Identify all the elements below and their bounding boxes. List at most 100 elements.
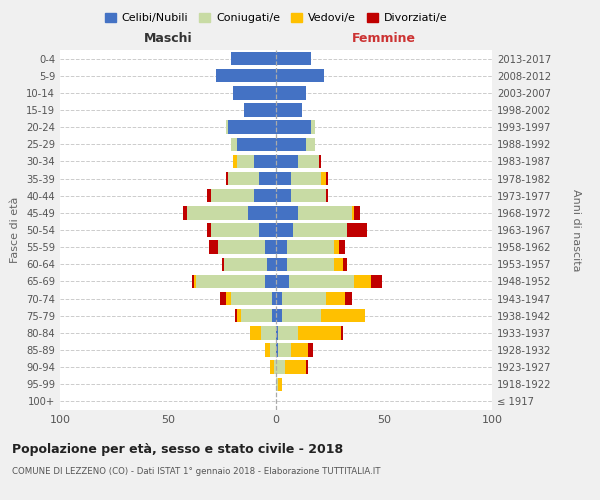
Bar [278, 378, 283, 391]
Bar [259, 172, 276, 186]
Bar [319, 154, 322, 168]
Bar [209, 240, 218, 254]
Bar [276, 240, 287, 254]
Bar [265, 240, 276, 254]
Bar [287, 240, 334, 254]
Bar [326, 189, 328, 202]
Bar [229, 172, 259, 186]
Bar [226, 120, 229, 134]
Bar [237, 154, 254, 168]
Bar [272, 309, 276, 322]
Bar [334, 240, 338, 254]
Bar [341, 326, 343, 340]
Bar [276, 154, 298, 168]
Bar [311, 120, 315, 134]
Bar [283, 292, 326, 306]
Bar [259, 224, 276, 236]
Bar [291, 344, 308, 356]
Bar [237, 309, 241, 322]
Text: Femmine: Femmine [352, 32, 416, 45]
Bar [276, 69, 323, 82]
Text: Popolazione per età, sesso e stato civile - 2018: Popolazione per età, sesso e stato civil… [12, 442, 343, 456]
Bar [298, 326, 341, 340]
Bar [284, 360, 306, 374]
Bar [371, 274, 382, 288]
Bar [218, 240, 265, 254]
Bar [254, 154, 276, 168]
Bar [276, 120, 311, 134]
Bar [276, 309, 283, 322]
Bar [276, 344, 278, 356]
Bar [287, 258, 334, 271]
Bar [235, 309, 237, 322]
Bar [187, 206, 248, 220]
Bar [276, 172, 291, 186]
Bar [308, 344, 313, 356]
Bar [352, 206, 354, 220]
Text: COMUNE DI LEZZENO (CO) - Dati ISTAT 1° gennaio 2018 - Elaborazione TUTTITALIA.IT: COMUNE DI LEZZENO (CO) - Dati ISTAT 1° g… [12, 468, 380, 476]
Bar [298, 206, 352, 220]
Bar [276, 258, 287, 271]
Bar [226, 172, 229, 186]
Bar [230, 52, 276, 66]
Bar [283, 309, 322, 322]
Y-axis label: Fasce di età: Fasce di età [10, 197, 20, 263]
Bar [276, 206, 298, 220]
Bar [250, 326, 261, 340]
Text: Maschi: Maschi [143, 32, 193, 45]
Bar [194, 274, 196, 288]
Bar [211, 224, 259, 236]
Bar [276, 189, 291, 202]
Bar [229, 120, 276, 134]
Bar [226, 292, 230, 306]
Bar [265, 344, 269, 356]
Bar [233, 86, 276, 100]
Bar [233, 154, 237, 168]
Legend: Celibi/Nubili, Coniugati/e, Vedovi/e, Divorziati/e: Celibi/Nubili, Coniugati/e, Vedovi/e, Di… [100, 8, 452, 28]
Bar [278, 344, 291, 356]
Bar [276, 224, 293, 236]
Bar [276, 52, 311, 66]
Bar [276, 326, 278, 340]
Bar [298, 154, 319, 168]
Bar [322, 309, 365, 322]
Bar [244, 104, 276, 117]
Bar [276, 360, 284, 374]
Bar [276, 292, 283, 306]
Bar [326, 172, 328, 186]
Bar [241, 309, 272, 322]
Bar [276, 104, 302, 117]
Bar [276, 138, 306, 151]
Bar [306, 138, 315, 151]
Bar [269, 360, 274, 374]
Bar [278, 326, 298, 340]
Bar [207, 224, 211, 236]
Bar [254, 189, 276, 202]
Bar [291, 172, 322, 186]
Bar [354, 206, 360, 220]
Bar [289, 274, 354, 288]
Bar [207, 189, 211, 202]
Bar [347, 224, 367, 236]
Y-axis label: Anni di nascita: Anni di nascita [571, 188, 581, 271]
Bar [334, 258, 343, 271]
Bar [326, 292, 345, 306]
Bar [220, 292, 226, 306]
Bar [276, 86, 306, 100]
Bar [192, 274, 194, 288]
Bar [272, 292, 276, 306]
Bar [261, 326, 276, 340]
Bar [269, 344, 276, 356]
Bar [322, 172, 326, 186]
Bar [248, 206, 276, 220]
Bar [237, 138, 276, 151]
Bar [293, 224, 347, 236]
Bar [291, 189, 326, 202]
Bar [268, 258, 276, 271]
Bar [230, 138, 237, 151]
Bar [224, 258, 268, 271]
Bar [276, 378, 278, 391]
Bar [265, 274, 276, 288]
Bar [211, 189, 254, 202]
Bar [306, 360, 308, 374]
